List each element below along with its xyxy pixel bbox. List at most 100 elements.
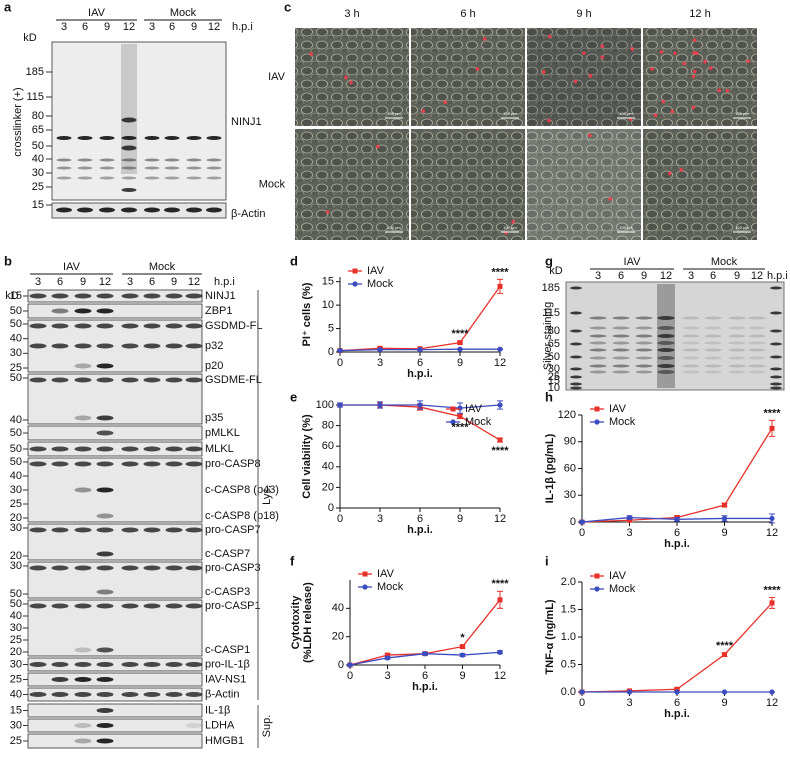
x-tick-label: 6 <box>674 697 680 709</box>
pi-positive-cell <box>325 210 330 214</box>
lane-label: 3 <box>35 276 41 288</box>
pi-positive-cell <box>682 61 687 66</box>
pi-positive-cell <box>692 38 697 42</box>
band <box>682 326 700 330</box>
y-tick-label: 20 <box>322 481 334 493</box>
band <box>51 323 69 329</box>
band <box>748 341 766 345</box>
legend-marker <box>450 406 456 412</box>
kd-marker: 65 <box>548 338 560 350</box>
panel-letter: g <box>545 253 553 268</box>
band <box>186 158 202 162</box>
blot-strip <box>27 457 203 523</box>
kd-marker: 115 <box>542 307 560 319</box>
blot-strip <box>27 425 203 441</box>
band-label: p20 <box>205 360 223 372</box>
band <box>682 316 700 320</box>
band <box>96 662 114 667</box>
band <box>51 308 69 314</box>
pi-positive-cell <box>547 34 552 39</box>
band <box>728 326 746 330</box>
band <box>635 356 653 360</box>
pi-positive-cell <box>668 171 672 176</box>
band <box>96 603 114 609</box>
band-label: NINJ1 <box>205 290 236 302</box>
data-point <box>377 402 383 408</box>
data-point <box>722 502 727 508</box>
row-label: IAV <box>268 71 286 83</box>
lane-label: 12 <box>99 276 111 288</box>
kd-marker: 40 <box>10 333 22 345</box>
legend-label: Mock <box>367 278 394 290</box>
data-point <box>721 515 728 522</box>
data-point <box>579 519 585 525</box>
lane-label: 12 <box>751 270 763 282</box>
x-tick-label: 3 <box>384 670 390 682</box>
band <box>143 692 161 697</box>
band <box>165 565 183 571</box>
band <box>51 565 69 571</box>
x-tick-label: 3 <box>377 357 383 369</box>
significance: **** <box>451 421 469 433</box>
significance: **** <box>491 578 509 590</box>
y-axis-label: TNF-α (ng/mL) <box>544 599 556 675</box>
kd-marker: 50 <box>10 588 22 600</box>
pi-positive-cell <box>511 219 516 224</box>
micrograph-tint <box>643 129 757 240</box>
lane-label: 12 <box>660 270 672 282</box>
band-label: pro-CASP7 <box>205 524 261 536</box>
band <box>770 329 782 333</box>
band <box>143 565 161 571</box>
band <box>51 343 69 349</box>
data-point <box>497 402 503 408</box>
kd-marker: 25 <box>10 735 22 747</box>
data-point <box>769 600 775 606</box>
lane-label: 6 <box>57 276 63 288</box>
band <box>570 382 582 386</box>
band <box>728 356 746 360</box>
band <box>99 158 115 162</box>
data-point <box>769 515 775 522</box>
kd-marker: 25 <box>10 498 22 510</box>
scale-bar-label: 100 μm <box>735 225 749 230</box>
x-tick-label: 12 <box>766 697 778 709</box>
band <box>143 323 161 329</box>
band <box>96 487 114 493</box>
kd-marker: 80 <box>32 110 44 122</box>
data-point <box>722 652 727 658</box>
band <box>99 136 115 140</box>
pi-positive-cell <box>691 74 696 79</box>
micrograph-tint <box>295 28 409 126</box>
band <box>51 692 69 697</box>
micrograph <box>295 129 409 240</box>
band <box>589 356 607 360</box>
band <box>77 166 93 170</box>
y-tick-label: 0.0 <box>561 686 576 698</box>
scale-bar-label: 100 μm <box>387 111 401 116</box>
band <box>186 207 202 213</box>
band <box>185 377 203 383</box>
band <box>29 565 47 571</box>
data-point <box>337 402 343 408</box>
band <box>570 342 582 346</box>
legend-marker <box>362 584 368 590</box>
micrograph <box>643 129 757 240</box>
band <box>570 386 582 390</box>
band <box>612 356 630 360</box>
side-label: crosslinker (+) <box>12 87 24 156</box>
band <box>74 662 92 667</box>
legend-marker <box>594 406 600 412</box>
band <box>121 662 139 667</box>
kd-marker: 10 <box>548 382 560 394</box>
data-point <box>457 413 463 419</box>
y-tick-label: 2.0 <box>561 576 576 588</box>
kd-marker: 25 <box>10 634 22 646</box>
band <box>29 343 47 349</box>
band-label: MLKL <box>205 443 234 455</box>
panel-letter: b <box>4 253 12 268</box>
band <box>682 356 700 360</box>
band <box>164 207 180 213</box>
band <box>704 316 722 320</box>
band-label: pro-IL-1β <box>205 658 250 670</box>
